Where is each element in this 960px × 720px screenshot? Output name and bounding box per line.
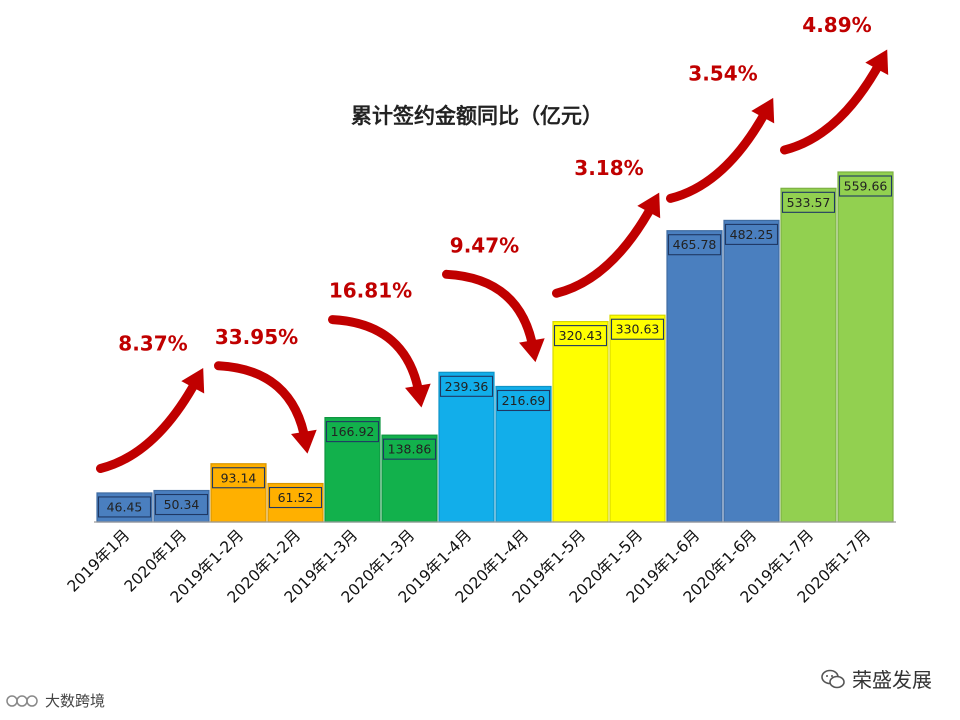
data-label-box-13 bbox=[781, 191, 836, 213]
bar-7 bbox=[438, 371, 495, 523]
bar-5 bbox=[324, 417, 381, 523]
data-label-box-8 bbox=[496, 389, 551, 412]
trend-arrow-1 bbox=[96, 374, 202, 474]
growth-label-4: 9.47% bbox=[450, 233, 519, 257]
bar-14 bbox=[837, 171, 894, 523]
data-label-10: 330.63 bbox=[616, 322, 660, 337]
data-label-3: 93.14 bbox=[221, 470, 257, 485]
bar-8 bbox=[495, 385, 552, 523]
bar-3 bbox=[210, 463, 267, 523]
bar-6 bbox=[381, 434, 438, 523]
site-watermark: 大数跨境 bbox=[6, 690, 105, 711]
data-label-2: 50.34 bbox=[164, 497, 200, 512]
data-label-14: 559.66 bbox=[844, 179, 888, 194]
trend-arrow-3 bbox=[328, 315, 424, 401]
data-label-5: 166.92 bbox=[331, 424, 375, 439]
watermark-right-text: 荣盛发展 bbox=[852, 668, 932, 692]
bar-12 bbox=[723, 219, 780, 523]
bar-13 bbox=[780, 187, 837, 523]
growth-label-6: 3.54% bbox=[688, 61, 757, 85]
data-label-4: 61.52 bbox=[278, 490, 314, 505]
brand-logo-icon bbox=[6, 692, 40, 710]
data-label-box-1 bbox=[97, 496, 152, 518]
growth-label-5: 3.18% bbox=[574, 156, 643, 180]
trend-arrow-4 bbox=[442, 269, 538, 355]
data-label-box-2 bbox=[154, 493, 209, 516]
wechat-logo-icon bbox=[820, 666, 846, 692]
watermark-left-text: 大数跨境 bbox=[45, 692, 106, 710]
wechat-watermark: 荣盛发展 bbox=[820, 664, 932, 693]
data-label-7: 239.36 bbox=[445, 379, 489, 394]
data-label-box-6 bbox=[382, 438, 437, 460]
growth-label-2: 33.95% bbox=[215, 325, 298, 349]
data-label-9: 320.43 bbox=[559, 328, 603, 343]
trend-arrow-2 bbox=[214, 361, 310, 447]
data-label-11: 465.78 bbox=[673, 237, 717, 252]
data-label-6: 138.86 bbox=[388, 442, 432, 457]
trend-arrow-6 bbox=[666, 103, 772, 203]
data-label-box-10 bbox=[610, 318, 665, 340]
data-label-box-5 bbox=[325, 421, 380, 443]
data-label-box-3 bbox=[211, 467, 266, 489]
data-label-box-14 bbox=[838, 175, 893, 197]
data-label-box-12 bbox=[724, 223, 779, 245]
trend-arrow-head-5 bbox=[637, 192, 661, 219]
trend-arrow-5 bbox=[552, 198, 658, 298]
data-label-8: 216.69 bbox=[502, 393, 546, 408]
growth-label-1: 8.37% bbox=[118, 332, 187, 356]
bar-10 bbox=[609, 314, 666, 523]
trend-arrow-7 bbox=[780, 55, 886, 155]
data-label-box-7 bbox=[439, 375, 494, 397]
data-label-box-9 bbox=[553, 325, 608, 347]
bar-9 bbox=[552, 321, 609, 523]
trend-arrow-head-7 bbox=[865, 49, 889, 75]
growth-label-7: 4.89% bbox=[802, 13, 871, 37]
trend-arrow-head-1 bbox=[181, 367, 205, 394]
chart-title: 累计签约金额同比（亿元） bbox=[351, 103, 603, 128]
data-label-box-11 bbox=[667, 234, 722, 256]
data-label-12: 482.25 bbox=[730, 227, 774, 242]
data-label-1: 46.45 bbox=[107, 499, 143, 514]
trend-arrow-head-3 bbox=[405, 383, 431, 408]
trend-arrow-head-2 bbox=[291, 429, 317, 454]
data-label-13: 533.57 bbox=[787, 195, 831, 210]
trend-arrow-head-4 bbox=[519, 338, 545, 363]
data-label-box-4 bbox=[268, 486, 323, 509]
growth-label-3: 16.81% bbox=[329, 279, 412, 303]
bar-11 bbox=[666, 230, 723, 523]
trend-arrow-head-6 bbox=[751, 97, 775, 124]
